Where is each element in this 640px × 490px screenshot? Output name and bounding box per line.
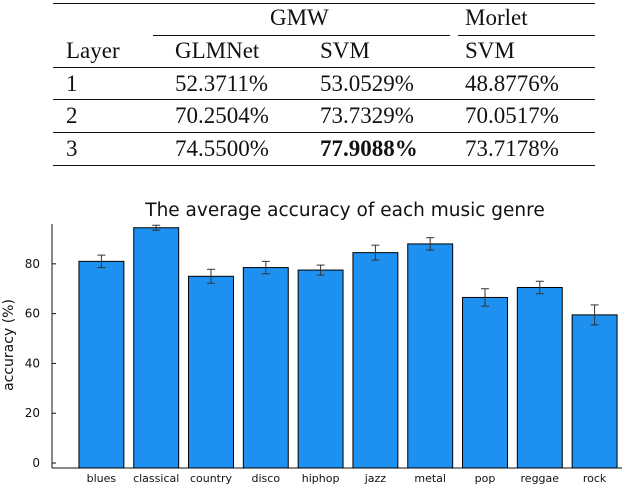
bars: [78, 227, 618, 469]
bar-rock: [571, 314, 618, 469]
bar-country: [188, 275, 234, 469]
table-top-rule: [53, 3, 595, 4]
y-tick-label: 60: [25, 307, 40, 321]
column-header-gmw-svm: SVM: [320, 38, 370, 63]
row-3-gmw-svm-best: 77.9088%: [320, 136, 418, 161]
row-2-layer: 2: [66, 103, 78, 128]
row-3-layer: 3: [66, 136, 78, 161]
x-axis-tick-labels: blues classical country disco hiphop jazz meta…: [87, 472, 607, 485]
bar-reggae: [516, 286, 563, 469]
x-tick-label-jazz: jazz: [364, 472, 387, 485]
row-2-glmnet: 70.2504%: [175, 103, 269, 128]
bar-pop: [462, 296, 508, 469]
x-tick-label-classical: classical: [133, 472, 179, 485]
y-tick-label: 40: [25, 356, 40, 370]
row-2-morlet-svm: 70.0517%: [465, 103, 559, 128]
genre-accuracy-chart: The average accuracy of each music genre…: [0, 190, 640, 490]
bar-disco: [242, 267, 289, 469]
row-2-gmw-svm: 73.7329%: [320, 103, 414, 128]
x-tick-label-blues: blues: [87, 472, 117, 485]
y-tick-label: 80: [25, 257, 40, 271]
row-1-morlet-svm: 48.8776%: [465, 71, 559, 96]
group-header-gmw: GMW: [270, 5, 329, 30]
header-rule: [53, 67, 595, 68]
column-header-layer: Layer: [66, 38, 120, 63]
row-1-glmnet: 52.3711%: [175, 71, 269, 96]
y-tick-label: 20: [25, 406, 40, 420]
bar-jazz: [352, 252, 399, 469]
chart-canvas: The average accuracy of each music genre…: [1, 200, 622, 485]
morlet-group-rule: [458, 35, 595, 36]
x-tick-label-pop: pop: [475, 472, 496, 485]
chart-title: The average accuracy of each music genre: [144, 200, 544, 221]
error-bars: [97, 224, 599, 326]
x-tick-label-reggae: reggae: [521, 472, 560, 485]
bar-classical: [133, 227, 180, 469]
row-3-glmnet: 74.5500%: [175, 136, 269, 161]
bar-hiphop: [297, 269, 344, 469]
gmw-group-rule: [153, 35, 450, 36]
bar-blues: [78, 260, 125, 469]
x-tick-label-rock: rock: [583, 472, 607, 485]
row-1-gmw-svm: 53.0529%: [320, 71, 414, 96]
row-1-layer: 1: [66, 71, 78, 96]
group-header-morlet: Morlet: [465, 5, 528, 30]
row-3-morlet-svm: 73.7178%: [465, 136, 559, 161]
row-rule-2: [53, 132, 595, 133]
bar-metal: [407, 243, 454, 469]
y-tick-label: 0: [32, 456, 40, 470]
y-axis-label: accuracy (%): [1, 299, 17, 391]
x-tick-label-hiphop: hiphop: [302, 472, 340, 485]
table-bottom-rule: [53, 165, 595, 166]
x-tick-label-country: country: [190, 472, 233, 485]
x-tick-label-disco: disco: [252, 472, 281, 485]
column-header-glmnet: GLMNet: [175, 38, 260, 63]
row-rule-1: [53, 99, 595, 100]
column-header-morlet-svm: SVM: [465, 38, 515, 63]
x-tick-label-metal: metal: [414, 472, 446, 485]
y-axis-ticks: 0 20 40 60 80: [25, 257, 56, 470]
